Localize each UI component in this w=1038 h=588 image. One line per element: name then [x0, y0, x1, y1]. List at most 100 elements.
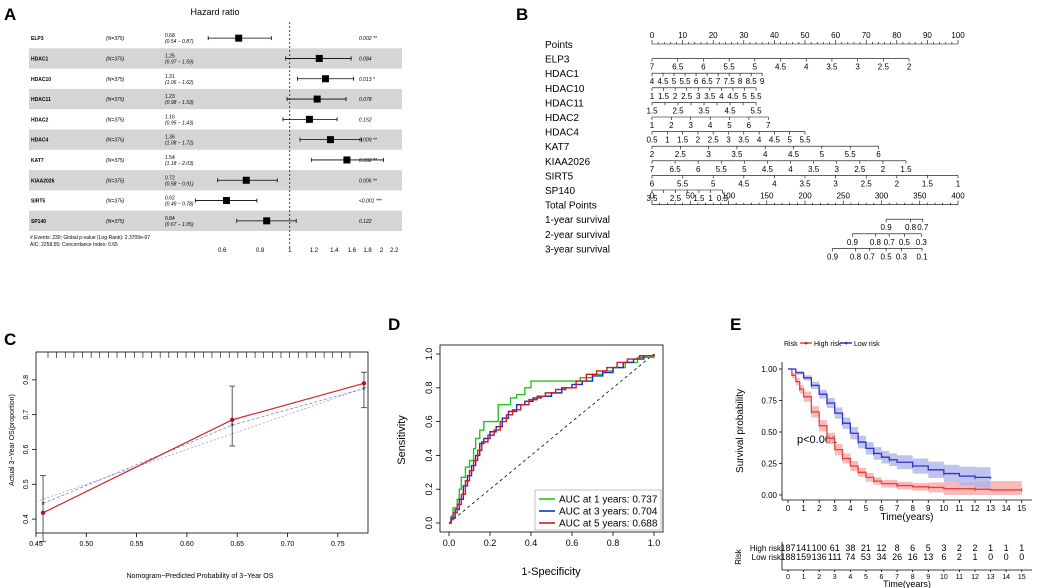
nomogram-tick-label: 80 — [892, 31, 901, 40]
nomogram-tick-label: 0.3 — [896, 252, 908, 261]
risk-table-x-tick-label: 6 — [880, 574, 884, 581]
nomogram-tick-label: 2.5 — [861, 179, 873, 188]
km-confidence-band-high-risk — [788, 369, 1022, 495]
risk-table-count: 187 — [780, 543, 795, 553]
nomogram-tick-label: 7 — [716, 77, 721, 86]
nomogram-tick-label: 200 — [798, 192, 812, 201]
km-x-tick-label: 6 — [879, 504, 884, 513]
forest-p-sp140: 0.122 — [359, 219, 372, 225]
forest-hr-kiaa2026: 0.72 — [165, 175, 175, 181]
risk-table-count: 8 — [895, 543, 900, 553]
nomogram-tick-label: 1.5 — [922, 179, 934, 188]
nomogram-tick-label: 7 — [650, 63, 655, 72]
nomogram-label-2-year-survival: 2-year survival — [545, 230, 610, 241]
risk-table-count: 159 — [796, 552, 811, 562]
nomogram-tick-label: 1 — [650, 121, 655, 130]
forest-row-band — [29, 88, 402, 110]
forest-point-hdac11 — [313, 95, 321, 103]
nomogram-tick-label: 0.1 — [916, 252, 928, 261]
km-x-tick-label: 1 — [801, 504, 806, 513]
forest-n-hdac11: (N=375) — [106, 97, 125, 103]
nomogram-tick-label: 4 — [757, 136, 762, 145]
nomogram-tick-label: 0.5 — [646, 136, 658, 145]
risk-table-count: 6 — [910, 543, 915, 553]
forest-x-tick-label: 1.6 — [348, 248, 357, 254]
forest-gene-hdac11: HDAC11 — [31, 97, 51, 103]
km-x-tick-label: 5 — [864, 504, 869, 513]
forest-x-tick-label: 2.2 — [390, 248, 399, 254]
forest-n-hdac10: (N=375) — [106, 77, 125, 83]
forest-x-tick-label: 0.6 — [218, 248, 227, 254]
nomogram-tick-label: 3.5 — [731, 150, 743, 159]
nomogram-tick-label: 1.5 — [693, 194, 705, 203]
forest-point-elp3 — [235, 34, 243, 42]
risk-table-count: 6 — [941, 552, 946, 562]
forest-x-tick-label: 1 — [288, 248, 292, 254]
km-x-tick-label: 4 — [848, 504, 853, 513]
risk-table-x-label: Time(years) — [883, 579, 931, 588]
forest-point-kat7 — [343, 156, 351, 164]
km-legend-mark: + — [804, 341, 808, 348]
calibration-x-tick-label: 0.70 — [281, 541, 295, 548]
forest-x-tick-label: 2 — [380, 248, 384, 254]
km-x-tick-label: 8 — [910, 504, 915, 513]
nomogram-tick-label: 30 — [739, 31, 748, 40]
nomogram-tick-label: 4 — [763, 150, 768, 159]
forest-row-band — [29, 170, 402, 191]
risk-table-x-tick-label: 2 — [817, 574, 821, 581]
roc-x-tick-label: 0.8 — [607, 538, 620, 548]
forest-gene-hdac10: HDAC10 — [31, 77, 51, 83]
roc-y-tick-label: 0.0 — [424, 517, 434, 530]
km-curve-low-risk — [788, 368, 992, 479]
forest-ci-hdac4: (1.08 − 1.72) — [165, 141, 194, 147]
nomogram-tick-label: 4 — [719, 92, 724, 101]
nomogram-label-hdac10: HDAC10 — [545, 84, 585, 95]
nomogram-label-kat7: KAT7 — [545, 142, 570, 153]
forest-ci-sp140: (0.67 − 1.05) — [165, 222, 194, 228]
nomogram-tick-label: 0 — [650, 192, 655, 201]
forest-hr-elp3: 0.68 — [165, 33, 175, 39]
risk-table-count: 21 — [861, 543, 871, 553]
nomogram-tick-label: 2 — [673, 92, 678, 101]
calibration-observed-point — [361, 381, 367, 386]
forest-point-kiaa2026 — [242, 176, 250, 184]
roc-diagonal — [448, 353, 655, 524]
km-x-tick-label: 9 — [926, 504, 931, 513]
roc-x-tick-label: 1.0 — [648, 538, 661, 548]
nomogram-tick-label: 0 — [650, 31, 655, 40]
nomogram-tick-label: 0.5 — [717, 194, 729, 203]
risk-table-x-tick-label: 9 — [926, 574, 930, 581]
nomogram-label-sirt5: SIRT5 — [545, 171, 574, 182]
km-y-tick-label: 0.75 — [761, 397, 777, 406]
nomogram-tick-label: 2.5 — [670, 194, 682, 203]
risk-table-count: 1 — [1019, 543, 1024, 553]
nomogram-tick-label: 1 — [665, 136, 670, 145]
roc-x-tick-label: 0.2 — [484, 538, 497, 548]
nomogram-tick-label: 5.5 — [750, 92, 762, 101]
nomogram-tick-label: 4 — [708, 121, 713, 130]
nomogram-tick-label: 2.5 — [854, 165, 866, 174]
nomogram-tick-label: 4.5 — [788, 150, 800, 159]
km-y-tick-label: 0.00 — [761, 491, 777, 500]
risk-table-count: 0 — [1019, 552, 1024, 562]
risk-table-count: 2 — [973, 543, 978, 553]
roc-curve-2 — [449, 354, 655, 524]
forest-row-band — [29, 129, 402, 150]
calibration-ideal-line — [35, 386, 369, 503]
nomogram-tick-label: 2 — [696, 136, 701, 145]
nomogram-tick-label: 5.5 — [724, 63, 736, 72]
nomogram-tick-label: 0.5 — [881, 252, 893, 261]
nomogram-tick-label: 4 — [788, 165, 793, 174]
calibration-y-label: Actual 3−Year OS(proportion) — [9, 394, 16, 486]
km-legend-label: High risk — [814, 341, 842, 348]
nomogram-tick-label: 3.5 — [704, 92, 716, 101]
km-y-tick-label: 0.50 — [761, 428, 777, 437]
nomogram-tick-label: 0.8 — [850, 252, 862, 261]
forest-row-band — [29, 210, 402, 231]
panel-label-d: D — [388, 315, 400, 334]
roc-x-label: 1-Specificity — [521, 566, 581, 578]
forest-ci-hdac1: (0.97 − 1.59) — [165, 59, 194, 65]
forest-point-hdac4 — [326, 136, 334, 144]
calibration-y-tick-label: 0.5 — [23, 479, 30, 489]
nomogram-label-hdac2: HDAC2 — [545, 113, 579, 124]
